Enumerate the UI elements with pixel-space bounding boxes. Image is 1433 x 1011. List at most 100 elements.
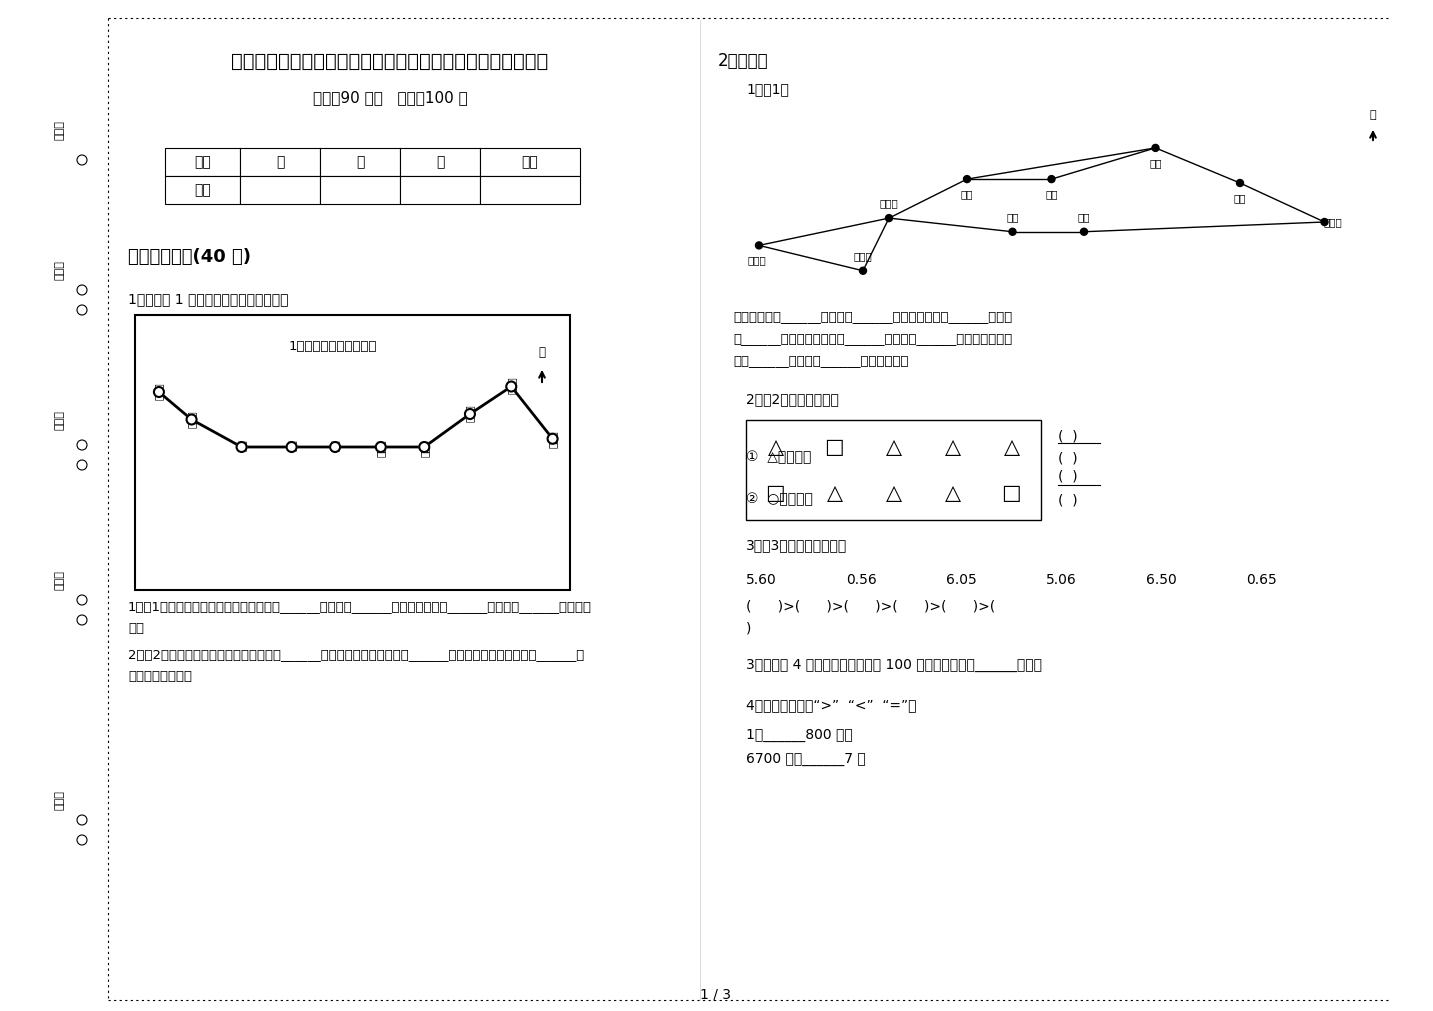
Text: 考号：: 考号： — [54, 120, 64, 140]
Text: 少年宫: 少年宫 — [748, 256, 767, 266]
Text: 4．在横线上填上“>”  “<”  “=”。: 4．在横线上填上“>” “<” “=”。 — [747, 698, 917, 712]
Circle shape — [860, 267, 867, 274]
Circle shape — [375, 442, 385, 452]
Text: 图书馆: 图书馆 — [375, 439, 385, 457]
Text: 少年宫: 少年宫 — [464, 404, 474, 422]
Text: (  ): ( ) — [1058, 430, 1078, 444]
Text: 考场：: 考场： — [54, 260, 64, 280]
Text: □: □ — [824, 437, 844, 457]
Text: 站。: 站。 — [128, 622, 143, 635]
Text: 科技馆: 科技馆 — [854, 251, 873, 261]
Text: 0.65: 0.65 — [1247, 573, 1277, 587]
Text: 从学校出发向______方向行馶______站到书店，再向______方向行: 从学校出发向______方向行馶______站到书店，再向______方向行 — [734, 310, 1012, 323]
Bar — [165, 176, 239, 204]
Bar — [400, 176, 480, 204]
Text: ①  △占总数的: ① △占总数的 — [747, 450, 811, 464]
Bar — [400, 148, 480, 176]
Text: 3．（3）从大到小排队。: 3．（3）从大到小排队。 — [747, 538, 847, 552]
Text: 向行馶到动物园。: 向行馶到动物园。 — [128, 670, 192, 683]
Text: 北: 北 — [1370, 110, 1376, 120]
Text: 一、基础练习(40 分): 一、基础练习(40 分) — [128, 248, 251, 266]
Bar — [239, 176, 320, 204]
Text: 5.60: 5.60 — [747, 573, 777, 587]
Text: 1 / 3: 1 / 3 — [701, 987, 731, 1001]
Text: 6.05: 6.05 — [946, 573, 977, 587]
Text: 学校：: 学校： — [54, 790, 64, 810]
Text: 1．（1）: 1．（1） — [747, 82, 790, 96]
Text: △: △ — [886, 483, 901, 503]
Circle shape — [1009, 228, 1016, 236]
Text: 馶______站到医院，然后向______方向行馶______站到科技馆，最: 馶______站到医院，然后向______方向行馶______站到科技馆，最 — [734, 332, 1012, 345]
Text: 学校: 学校 — [1006, 211, 1019, 221]
Text: (      )>(      )>(      )>(      )>(      )>(: ( )>( )>( )>( )>( )>( — [747, 600, 996, 614]
Text: (  ): ( ) — [1058, 470, 1078, 484]
Text: 三年级下学期竞赛强化训练数学期末模拟试卷（部编人教版）: 三年级下学期竞赛强化训练数学期末模拟试卷（部编人教版） — [231, 52, 549, 71]
Text: 得分: 得分 — [193, 183, 211, 197]
Text: 1路公共汽车行车路线图: 1路公共汽车行车路线图 — [288, 340, 377, 353]
Text: △: △ — [827, 483, 843, 503]
Text: 公园: 公园 — [1234, 193, 1247, 203]
Text: 体育馆: 体育馆 — [880, 198, 898, 208]
Text: 0.56: 0.56 — [845, 573, 877, 587]
Text: 题号: 题号 — [193, 155, 211, 169]
Circle shape — [1152, 145, 1159, 152]
Bar — [320, 176, 400, 204]
Bar — [135, 315, 570, 590]
Text: △: △ — [886, 437, 901, 457]
Text: 2．填一填: 2．填一填 — [718, 52, 768, 70]
Text: 6700 千克______7 吨: 6700 千克______7 吨 — [747, 752, 866, 766]
Circle shape — [464, 409, 474, 419]
Circle shape — [236, 442, 246, 452]
Bar — [747, 420, 1040, 520]
Text: 三: 三 — [436, 155, 444, 169]
Circle shape — [1321, 218, 1328, 225]
Text: 商场: 商场 — [1149, 158, 1162, 168]
Text: 1．（1）从游泳馆到火车站的路线是：向______方向行馶______站到邮局，再向______方向行馶______站到火车: 1．（1）从游泳馆到火车站的路线是：向______方向行馶______站到邮局，… — [128, 600, 592, 613]
Circle shape — [755, 242, 762, 249]
Text: ②  ○占总数的: ② ○占总数的 — [747, 492, 813, 506]
Text: 二: 二 — [355, 155, 364, 169]
Circle shape — [963, 176, 970, 183]
Text: (  ): ( ) — [1058, 452, 1078, 466]
Text: 电影院: 电影院 — [1323, 217, 1341, 227]
Text: 1吨______800 千克: 1吨______800 千克 — [747, 728, 853, 742]
Text: 动物园: 动物园 — [547, 431, 557, 448]
Circle shape — [547, 434, 557, 444]
Text: 医院: 医院 — [330, 439, 340, 451]
Text: 电影院: 电影院 — [506, 377, 516, 394]
Text: △: △ — [768, 437, 784, 457]
Text: △: △ — [944, 437, 960, 457]
Text: □: □ — [1002, 483, 1022, 503]
Text: 商店: 商店 — [287, 439, 297, 451]
Text: 后向______方向行馶______站到少年宫。: 后向______方向行馶______站到少年宫。 — [734, 354, 909, 367]
Text: 6.50: 6.50 — [1146, 573, 1176, 587]
Text: 姓名：: 姓名： — [54, 410, 64, 430]
Bar — [239, 148, 320, 176]
Text: 5.06: 5.06 — [1046, 573, 1076, 587]
Circle shape — [1048, 176, 1055, 183]
Text: 2．（2）从游泳馆到动物园的路线是：向______方向行馶到少年宫，再向______方向行馶到电影院，再向______方: 2．（2）从游泳馆到动物园的路线是：向______方向行馶到少年宫，再向____… — [128, 648, 585, 661]
Text: (  ): ( ) — [1058, 494, 1078, 508]
Text: 时间：90 分钟   满分：100 分: 时间：90 分钟 满分：100 分 — [312, 90, 467, 105]
Text: △: △ — [1003, 437, 1019, 457]
Text: □: □ — [765, 483, 785, 503]
Circle shape — [506, 381, 516, 391]
Text: ): ) — [747, 622, 751, 636]
Circle shape — [420, 442, 430, 452]
Circle shape — [287, 442, 297, 452]
Text: 火车站: 火车站 — [153, 382, 163, 400]
Circle shape — [186, 415, 196, 425]
Bar — [480, 176, 580, 204]
Text: 站前街: 站前街 — [186, 409, 196, 428]
Bar — [165, 148, 239, 176]
Text: 总分: 总分 — [522, 155, 539, 169]
Text: 医院: 医院 — [960, 189, 973, 199]
Text: 一: 一 — [275, 155, 284, 169]
Text: 书店: 书店 — [1045, 189, 1058, 199]
Circle shape — [330, 442, 340, 452]
Text: 邮局: 邮局 — [236, 439, 246, 451]
Text: 2．（2）看图填分数。: 2．（2）看图填分数。 — [747, 392, 838, 406]
Bar — [480, 148, 580, 176]
Text: 邮局: 邮局 — [1078, 211, 1091, 221]
Text: 1．下面是 1 路公共汽车行车的路线图。: 1．下面是 1 路公共汽车行车的路线图。 — [128, 292, 288, 306]
